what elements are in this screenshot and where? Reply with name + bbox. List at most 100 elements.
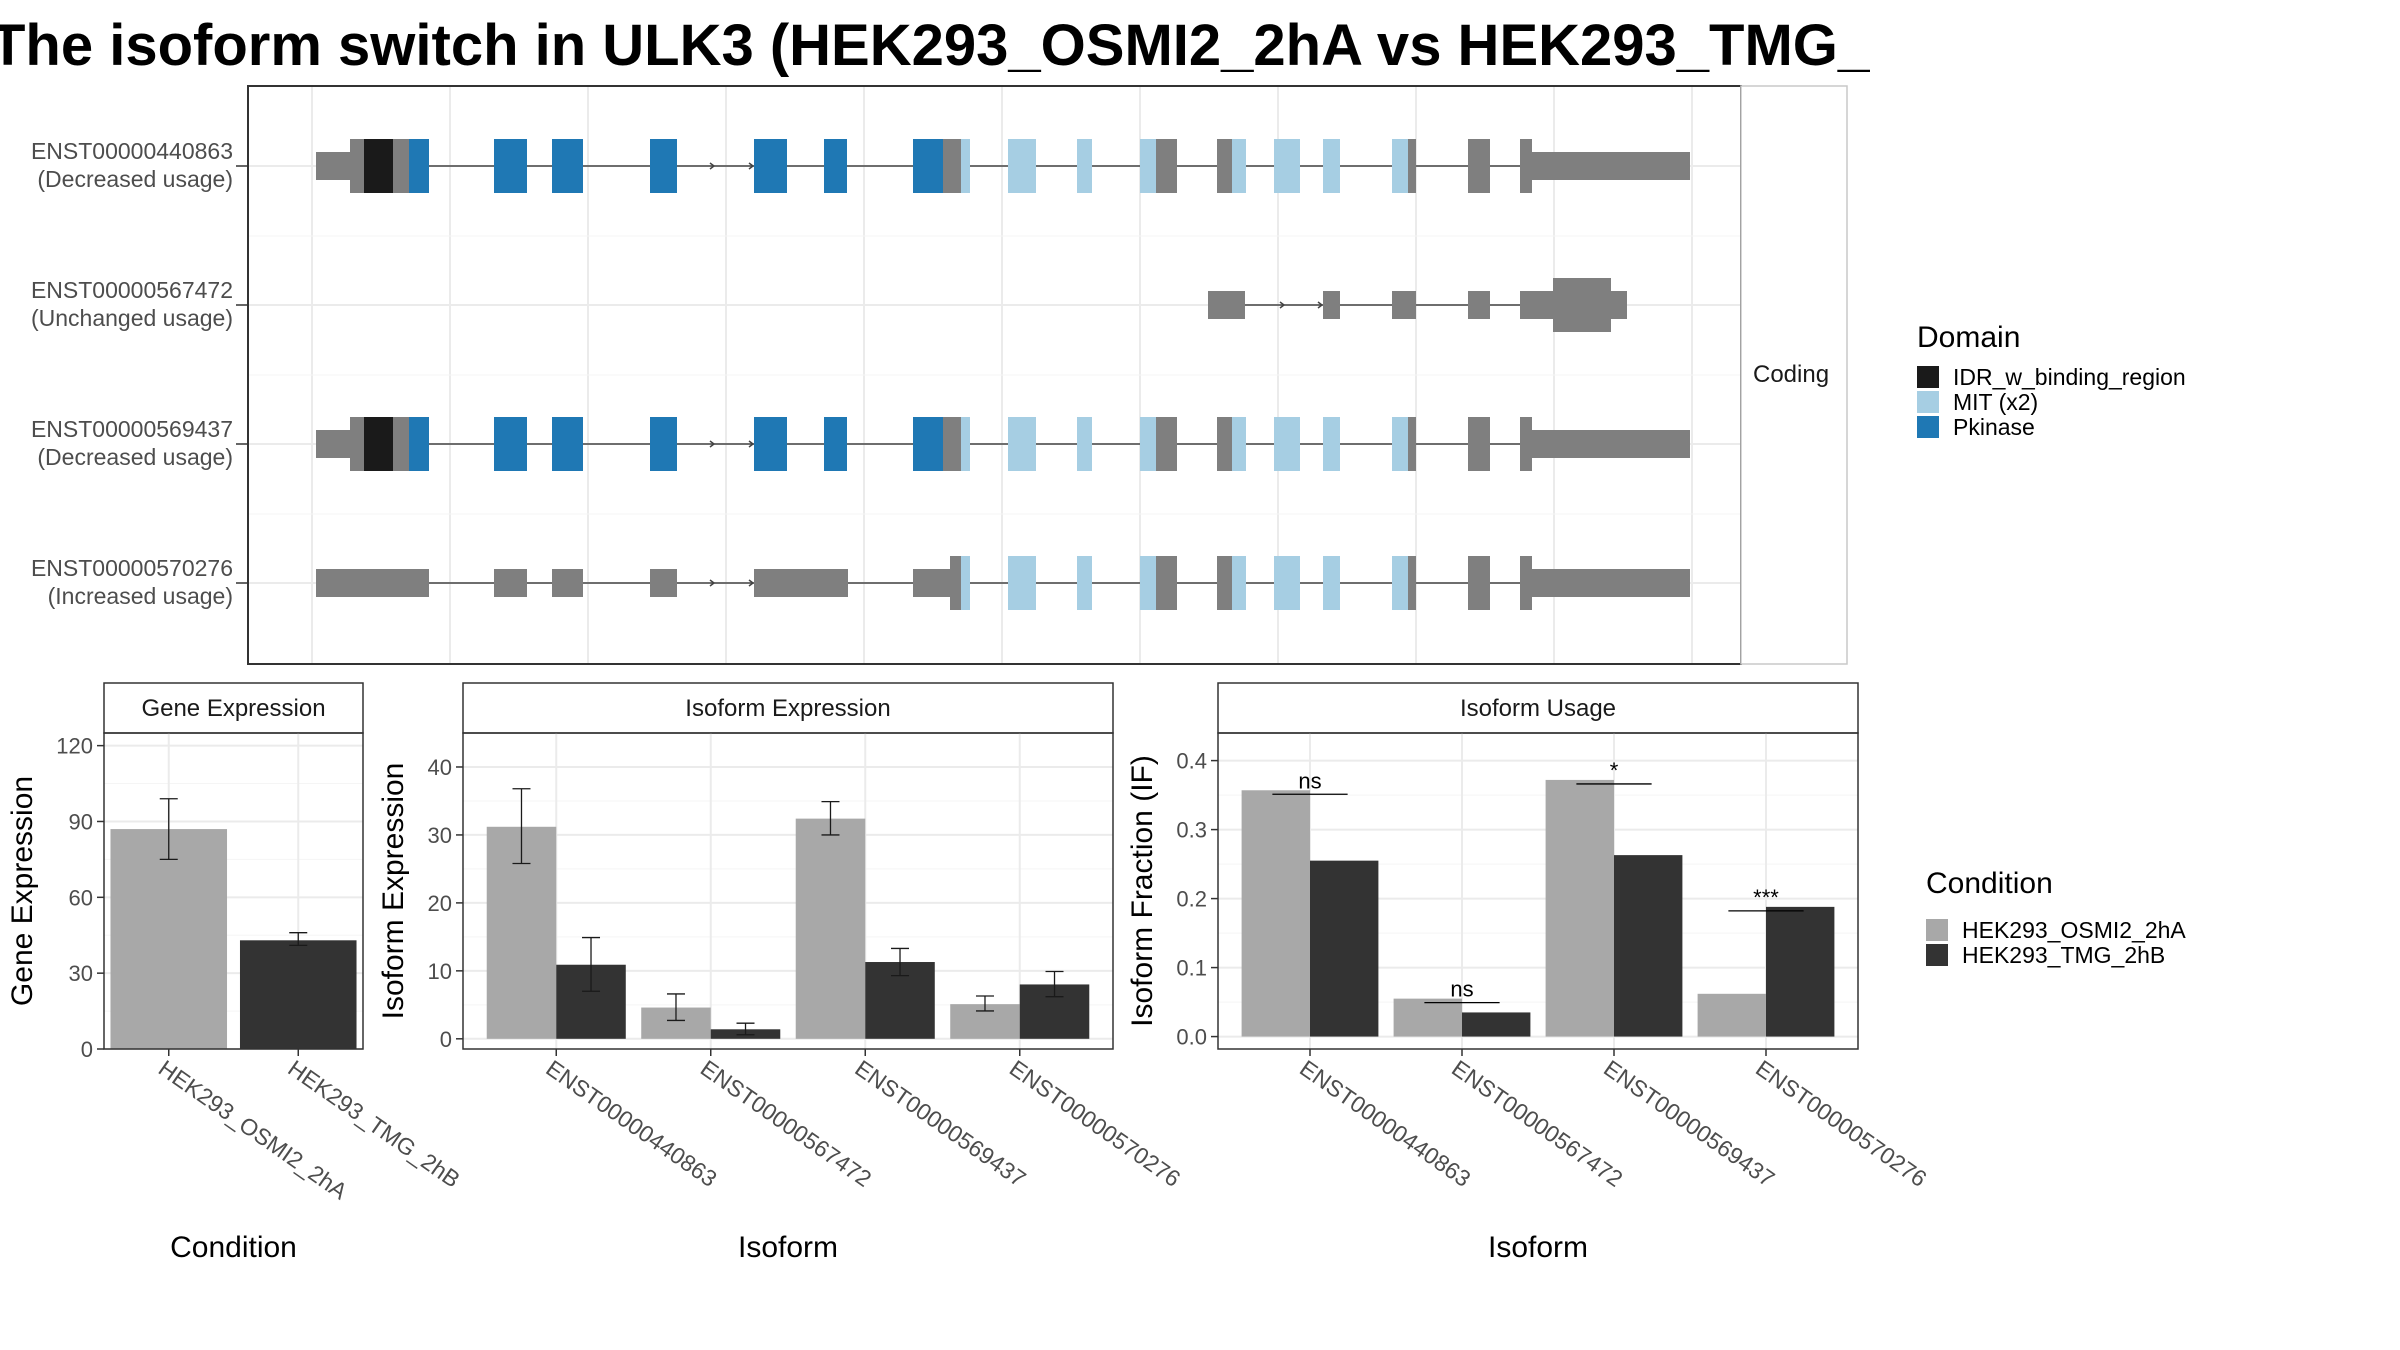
intron-arrow (709, 162, 716, 170)
y-axis-title: Gene Expression (6, 776, 39, 1006)
isoform-usage-label: (Increased usage) (48, 583, 233, 609)
exon (494, 569, 527, 597)
intron-arrow (709, 579, 716, 587)
isoform-usage-label: (Decreased usage) (37, 166, 233, 192)
intron-arrow (748, 579, 755, 587)
exon (1274, 417, 1300, 471)
bar (1766, 906, 1835, 1037)
exon (1392, 139, 1408, 193)
legend-label: HEK293_TMG_2hB (1962, 942, 2165, 968)
exon (754, 139, 787, 193)
exon (650, 417, 677, 471)
exon (1408, 417, 1416, 471)
exon (961, 417, 970, 471)
exon (950, 556, 961, 610)
exon (552, 569, 583, 597)
condition-legend-title: Condition (1926, 867, 2053, 900)
x-tick-label: ENST00000569437 (850, 1055, 1030, 1192)
exon (1323, 556, 1340, 610)
exon (754, 569, 848, 597)
page-title: The isoform switch in ULK3 (HEK293_OSMI2… (0, 13, 1870, 78)
exon (364, 417, 393, 471)
intron-arrow (1279, 301, 1286, 309)
exon (943, 417, 961, 471)
panel-border (1217, 732, 1859, 1050)
bar (1614, 855, 1683, 1037)
exon (1520, 139, 1532, 193)
panel-border (103, 732, 364, 1050)
y-tick-label: 0.1 (1176, 956, 1207, 981)
y-tick-label: 90 (69, 809, 93, 834)
significance-label: ns (1298, 768, 1321, 793)
exon (913, 569, 950, 597)
y-tick-label: 30 (69, 961, 93, 986)
exon (1532, 569, 1690, 597)
exon (1532, 152, 1690, 180)
exon (1408, 139, 1416, 193)
facet-label-coding: Coding (1753, 361, 1829, 388)
y-axis-title: Isoform Fraction (IF) (1126, 755, 1159, 1027)
x-axis-title: Isoform (738, 1231, 838, 1264)
exon (316, 152, 350, 180)
y-tick-label: 0.3 (1176, 818, 1207, 843)
exon (1274, 556, 1300, 610)
domain-legend-title: Domain (1917, 321, 2020, 354)
exon (1217, 556, 1232, 610)
exon (1077, 556, 1092, 610)
facet-strip (1740, 85, 1848, 665)
y-tick-label: 0.0 (1176, 1025, 1207, 1050)
isoform-label: ENST00000440863 (31, 138, 233, 164)
exon (316, 430, 350, 458)
legend-label: MIT (x2) (1953, 389, 2038, 415)
legend-swatch (1926, 944, 1948, 966)
intron-arrow (748, 440, 755, 448)
exon (316, 569, 429, 597)
exon (1232, 417, 1246, 471)
panel-title: Gene Expression (141, 695, 325, 722)
exon (364, 139, 393, 193)
y-tick-label: 10 (428, 959, 452, 984)
significance-label: ns (1450, 977, 1473, 1002)
significance-label: * (1610, 758, 1619, 783)
isoform-label: ENST00000570276 (31, 555, 233, 581)
isoform-label: ENST00000567472 (31, 277, 233, 303)
intron-arrow (748, 162, 755, 170)
bar (1697, 993, 1766, 1037)
legend-label: IDR_w_binding_region (1953, 364, 2186, 390)
significance-label: *** (1753, 885, 1779, 910)
exon (1274, 139, 1300, 193)
x-axis-title: Condition (170, 1231, 297, 1264)
exon (943, 139, 961, 193)
exon (650, 139, 677, 193)
legend-label: HEK293_OSMI2_2hA (1962, 917, 2186, 943)
exon (913, 417, 943, 471)
exon (494, 417, 527, 471)
intron-arrow (709, 440, 716, 448)
exon (350, 417, 364, 471)
exon (1520, 291, 1553, 319)
exon (1140, 417, 1156, 471)
y-axis-title: Isoform Expression (377, 763, 410, 1020)
bar (1241, 790, 1310, 1037)
bar (239, 940, 357, 1049)
y-tick-label: 30 (428, 823, 452, 848)
panel-strip (1217, 682, 1859, 734)
y-tick-label: 40 (428, 755, 452, 780)
exon (552, 417, 583, 471)
exon (1077, 417, 1092, 471)
exon (393, 139, 409, 193)
y-tick-label: 0.2 (1176, 887, 1207, 912)
exon (409, 139, 429, 193)
exon (1156, 556, 1177, 610)
x-axis-title: Isoform (1488, 1231, 1588, 1264)
panel-strip (462, 682, 1114, 734)
exon (1392, 417, 1408, 471)
exon (1468, 139, 1490, 193)
exon (824, 139, 847, 193)
exon (1520, 556, 1532, 610)
y-tick-label: 120 (56, 734, 93, 759)
panel-title: Isoform Usage (1460, 695, 1616, 722)
exon (961, 556, 970, 610)
exon (1140, 139, 1156, 193)
